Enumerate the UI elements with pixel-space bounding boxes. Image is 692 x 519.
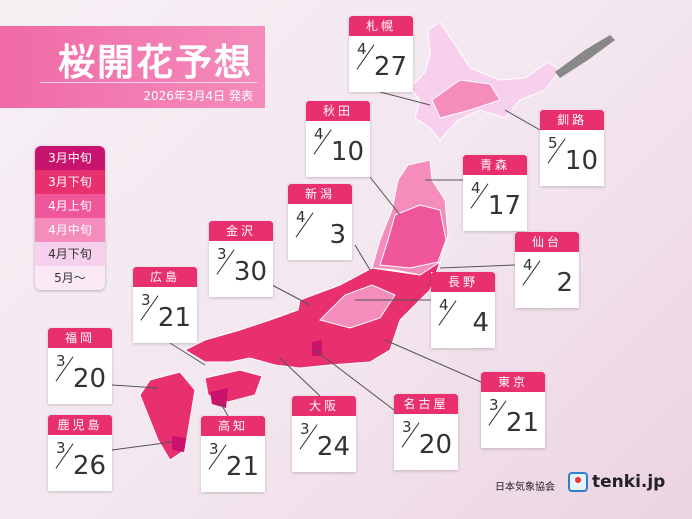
city-card: 新潟 4 3 — [288, 184, 352, 260]
city-card: 高知 3 21 — [201, 416, 265, 492]
region-tohoku-early — [379, 204, 447, 269]
region-hokkaido-late — [431, 79, 501, 119]
region-kyushu — [139, 371, 196, 461]
city-card: 鹿児島 3 26 — [48, 415, 112, 491]
city-card: 福岡 3 20 — [48, 328, 112, 404]
city-card: 名古屋 3 20 — [394, 394, 458, 470]
tenki-logo: tenki.jp — [568, 472, 665, 492]
legend-item: 4月中旬 — [35, 218, 105, 242]
city-card: 広島 3 21 — [133, 267, 197, 343]
city-card: 青森 4 17 — [463, 155, 527, 231]
bloom-day: 17 — [487, 191, 521, 221]
bloom-month: 3 — [402, 418, 412, 436]
city-name: 東京 — [481, 372, 545, 392]
bloom-month: 4 — [296, 208, 306, 226]
bloom-day: 26 — [72, 451, 106, 481]
city-card: 秋田 4 10 — [306, 101, 370, 177]
org-name: 日本気象協会 — [495, 482, 555, 493]
bloom-month: 4 — [523, 256, 533, 274]
city-card: 金沢 3 30 — [209, 221, 273, 297]
bloom-day: 27 — [373, 52, 407, 82]
city-name: 札幌 — [349, 16, 413, 36]
legend-item: 3月中旬 — [35, 146, 105, 170]
legend-item: 3月下旬 — [35, 170, 105, 194]
city-card: 仙台 4 2 — [515, 232, 579, 308]
bloom-month: 3 — [56, 352, 66, 370]
bloom-month: 3 — [217, 245, 227, 263]
bloom-day: 24 — [316, 432, 350, 462]
city-name: 釧路 — [540, 110, 604, 130]
bloom-day: 20 — [418, 430, 452, 460]
bloom-day: 2 — [556, 268, 573, 298]
legend-item: 4月下旬 — [35, 242, 105, 266]
bloom-day: 10 — [330, 137, 364, 167]
bloom-day: 21 — [225, 452, 259, 482]
city-name: 金沢 — [209, 221, 273, 241]
region-kyushu-early — [172, 436, 186, 452]
city-name: 長野 — [431, 272, 495, 292]
legend: 3月中旬 3月下旬 4月上旬 4月中旬 4月下旬 5月～ — [35, 146, 105, 290]
city-card: 長野 4 4 — [431, 272, 495, 348]
legend-item: 5月～ — [35, 266, 105, 290]
bloom-month: 4 — [314, 125, 324, 143]
bloom-month: 4 — [439, 296, 449, 314]
city-name: 鹿児島 — [48, 415, 112, 435]
bloom-month: 3 — [300, 420, 310, 438]
announce-date: 2026年3月4日 発表 — [143, 89, 253, 103]
region-tokai-early — [312, 340, 322, 356]
legend-item: 4月上旬 — [35, 194, 105, 218]
region-shikoku-early — [210, 388, 228, 408]
region-alps — [319, 284, 396, 329]
bloom-day: 20 — [72, 364, 106, 394]
city-card: 大阪 3 24 — [292, 396, 356, 472]
city-card: 釧路 5 10 — [540, 110, 604, 186]
leader-lines — [111, 91, 541, 451]
brand-name: tenki.jp — [592, 472, 666, 492]
city-name: 仙台 — [515, 232, 579, 252]
title-banner: 桜開花予想 2026年3月4日 発表 — [0, 26, 265, 108]
bloom-month: 3 — [489, 396, 499, 414]
title-divider — [40, 82, 257, 83]
kuril-islands — [555, 35, 615, 78]
bloom-month: 5 — [548, 134, 558, 152]
bloom-day: 30 — [233, 257, 267, 287]
city-name: 大阪 — [292, 396, 356, 416]
city-name: 福岡 — [48, 328, 112, 348]
city-card: 札幌 4 27 — [349, 16, 413, 92]
city-name: 広島 — [133, 267, 197, 287]
region-hokkaido — [409, 21, 561, 141]
city-card: 東京 3 21 — [481, 372, 545, 448]
city-name: 名古屋 — [394, 394, 458, 414]
bloom-month: 3 — [56, 439, 66, 457]
page-title: 桜開花予想 — [58, 41, 253, 84]
city-name: 新潟 — [288, 184, 352, 204]
city-name: 秋田 — [306, 101, 370, 121]
bloom-month: 4 — [471, 179, 481, 197]
bloom-month: 4 — [357, 40, 367, 58]
bloom-day: 21 — [505, 408, 539, 438]
bloom-day: 3 — [329, 220, 346, 250]
bloom-month: 3 — [209, 440, 219, 458]
bloom-day: 21 — [157, 303, 191, 333]
city-name: 高知 — [201, 416, 265, 436]
bloom-day: 4 — [472, 308, 489, 338]
bloom-day: 10 — [564, 146, 598, 176]
city-name: 青森 — [463, 155, 527, 175]
bloom-month: 3 — [141, 291, 151, 309]
tenki-logo-icon — [568, 472, 588, 492]
